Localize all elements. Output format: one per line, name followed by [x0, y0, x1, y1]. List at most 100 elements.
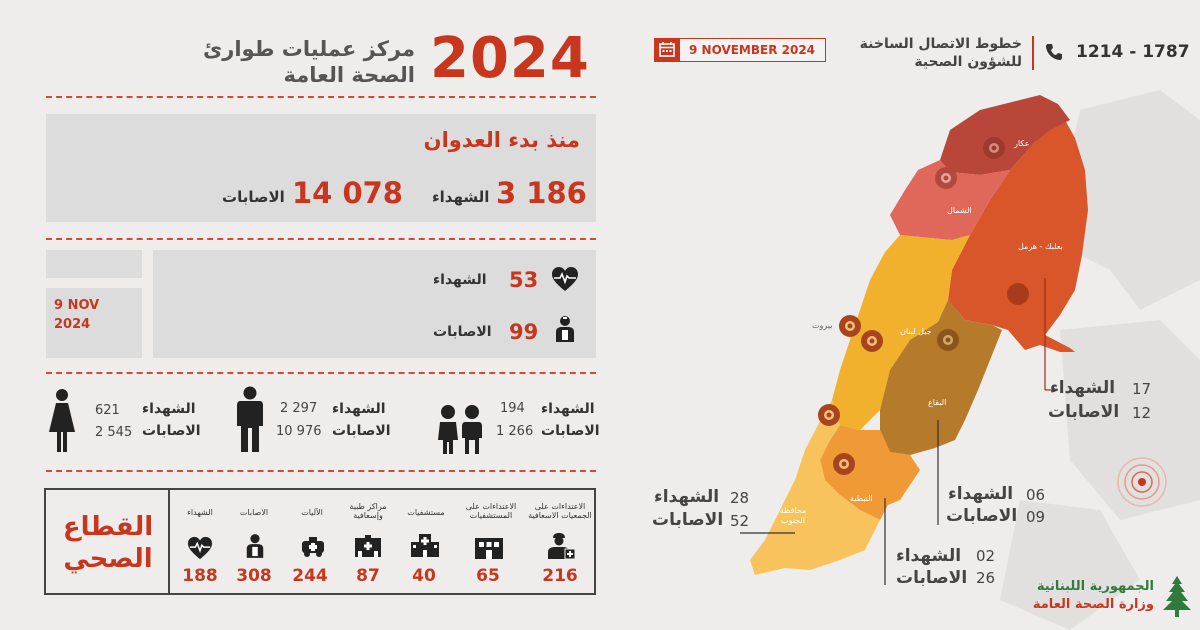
- woman-injuries-value: 2 545: [95, 425, 133, 440]
- damaged-building-icon: [474, 534, 504, 560]
- callout-bekaa-injuries-value: 09: [1026, 508, 1046, 526]
- cedar-logo-icon: [1160, 574, 1194, 618]
- map-region-mount-lebanon: [832, 235, 970, 430]
- woman-injuries-label: الاصابات: [142, 423, 201, 439]
- cumulative-deaths-value: 3 186: [496, 176, 587, 210]
- man-deaths-value: 2 297: [280, 401, 318, 416]
- man-injuries-value: 10 976: [276, 424, 322, 439]
- callout-baalbek-deaths-label: الشهداء: [1050, 378, 1116, 398]
- callout-nabatieh-deaths-value: 02: [976, 547, 996, 565]
- callout-baalbek-injuries-value: 12: [1132, 404, 1152, 422]
- map-label-south: محافظة الجنوب: [779, 506, 807, 525]
- daily-stats-panel: 53 الشهداء 99 الاصابات: [153, 250, 596, 358]
- map-marker-beirut: [839, 315, 861, 337]
- sector-value-hospitals: 40: [412, 566, 436, 586]
- man-injuries-label: الاصابات: [332, 423, 391, 439]
- map-region-south: [750, 400, 880, 575]
- callout-bekaa-injuries-label: الاصابات: [946, 506, 1018, 526]
- callout-nabatieh-injuries-value: 26: [976, 569, 996, 587]
- date-badge: 9 NOVEMBER 2024: [654, 38, 826, 62]
- divider: [46, 372, 596, 374]
- callout-baalbek-injuries-label: الاصابات: [1048, 402, 1120, 422]
- map-region-nabatieh: [820, 425, 920, 520]
- sector-value-paramedic-attacks: 216: [542, 566, 578, 586]
- daily-deaths-label: الشهداء: [433, 272, 487, 288]
- calendar-icon: [654, 38, 680, 62]
- cumulative-deaths-label: الشهداء: [432, 188, 490, 206]
- map-marker-south-north: [818, 404, 840, 426]
- sector-label-hospitals: مستشفيات: [407, 508, 445, 517]
- map-region-akkar: [940, 95, 1070, 175]
- map-marker-bekaa: [937, 329, 959, 351]
- map-label-baalbek: بعلبك - هرمل: [1018, 242, 1063, 251]
- injured-person-icon: [553, 314, 577, 344]
- heart-pulse-icon: [186, 536, 214, 560]
- divider: [46, 238, 596, 240]
- background-map-decoration: [1000, 90, 1200, 630]
- sector-value-medical-centers: 87: [356, 566, 380, 586]
- hotline-numbers[interactable]: 1214 - 1787: [1076, 42, 1190, 62]
- medical-center-icon: [354, 534, 382, 558]
- callout-bekaa-deaths-value: 06: [1026, 486, 1046, 504]
- man-icon: [236, 386, 264, 454]
- page-title-line1: مركز عمليات طوارئ: [203, 37, 415, 61]
- map-region-bekaa: [880, 300, 1002, 455]
- hotline-divider: [1032, 36, 1034, 70]
- sector-label-hospital-attacks: الاعتداءات على المستشفيات: [465, 502, 517, 520]
- hotline-label-line1: خطوط الاتصال الساخنة: [859, 36, 1022, 52]
- map-region-baalbek: [948, 120, 1088, 352]
- callout-south-deaths-value: 28: [730, 489, 750, 507]
- ambulance-icon: [300, 536, 326, 558]
- daily-deaths-value: 53: [509, 268, 539, 292]
- divider: [46, 96, 596, 98]
- health-sector-panel: القطاع الصحي الشهداء 188 الاصابات 308 ال…: [44, 488, 596, 595]
- sector-label-paramedic-attacks: الاعتداءات على الجمعيات الاسعافية: [528, 502, 592, 520]
- daily-date-line1: 9 NOV: [54, 298, 100, 313]
- sector-label-deaths: الشهداء: [187, 508, 213, 517]
- map-marker-akkar: [983, 137, 1005, 159]
- map-label-bekaa: البقاع: [928, 398, 947, 407]
- map-label-north: الشمال: [947, 206, 972, 215]
- date-badge-text: 9 NOVEMBER 2024: [689, 43, 816, 57]
- map-label-beirut: بيروت: [812, 321, 833, 330]
- health-sector-title-line1: القطاع: [62, 512, 154, 542]
- sector-value-vehicles: 244: [292, 566, 328, 586]
- paramedic-icon: [546, 532, 576, 560]
- health-sector-title-box: القطاع الصحي: [46, 490, 170, 593]
- woman-deaths-value: 621: [95, 403, 120, 418]
- sector-value-injuries: 308: [236, 566, 272, 586]
- sector-value-hospital-attacks: 65: [476, 566, 500, 586]
- cumulative-heading: منذ بدء العدوان: [423, 128, 580, 152]
- man-deaths-label: الشهداء: [332, 401, 386, 417]
- page-title-line2: الصحة العامة: [283, 63, 415, 87]
- lebanon-map: [740, 95, 1088, 585]
- map-label-akkar: عكار: [1014, 139, 1030, 148]
- children-icon: [436, 404, 484, 456]
- callout-nabatieh-deaths-label: الشهداء: [896, 546, 962, 566]
- callout-south-deaths-label: الشهداء: [654, 487, 720, 507]
- heart-pulse-icon: [551, 266, 579, 292]
- callout-south-injuries-value: 52: [730, 512, 750, 530]
- daily-date-top-block: [46, 250, 142, 278]
- children-deaths-value: 194: [500, 401, 525, 416]
- map-marker-mount-lebanon: [861, 330, 883, 352]
- callout-nabatieh-injuries-label: الاصابات: [896, 568, 968, 588]
- hotline-label-line2: للشؤون الصحية: [914, 54, 1022, 70]
- divider: [46, 470, 596, 472]
- map-marker-baalbek: [1007, 283, 1029, 305]
- daily-injuries-value: 99: [509, 320, 539, 344]
- daily-date-line2: 2024: [54, 317, 91, 332]
- map-label-nabatieh: النبطية: [850, 494, 873, 503]
- children-deaths-label: الشهداء: [541, 401, 595, 417]
- health-sector-title-line2: الصحي: [63, 544, 153, 574]
- daily-injuries-label: الاصابات: [433, 324, 492, 340]
- callout-bekaa-deaths-label: الشهداء: [948, 484, 1014, 504]
- cumulative-injuries-value: 14 078: [292, 176, 403, 210]
- phone-icon: [1044, 42, 1064, 62]
- sector-label-injuries: الاصابات: [239, 508, 269, 517]
- sector-label-medical-centers: مراكز طبية وإسعافية: [349, 502, 387, 520]
- callout-baalbek-deaths-value: 17: [1132, 380, 1152, 398]
- injured-person-icon: [244, 532, 266, 560]
- map-region-north: [890, 160, 1010, 240]
- hospital-icon: [410, 532, 440, 558]
